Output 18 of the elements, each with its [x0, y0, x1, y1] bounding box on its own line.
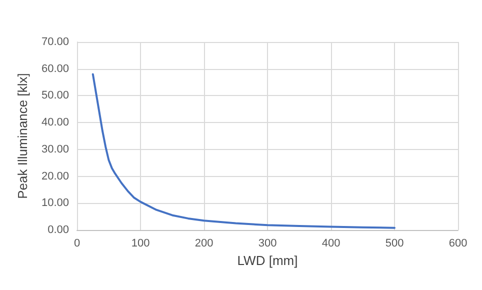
x-tick-label: 0 [74, 238, 80, 250]
y-tick-label: 70.00 [41, 36, 69, 48]
y-tick-label: 50.00 [41, 90, 69, 102]
x-axis-title: LWD [mm] [237, 252, 298, 268]
y-tick-label: 30.00 [41, 143, 69, 156]
x-tick-label: 100 [131, 238, 150, 250]
y-tick-label: 60.00 [41, 62, 69, 75]
x-tick-label: 600 [448, 238, 468, 250]
y-axis-title: Peak Illuminance [klx] [15, 73, 30, 199]
x-tick-label: 400 [322, 238, 340, 250]
y-tick-label: 0.00 [48, 224, 69, 236]
y-tick-label: 40.00 [41, 116, 69, 129]
x-tick-label: 300 [258, 238, 277, 250]
y-tick-label: 20.00 [41, 170, 69, 182]
y-tick-label: 10.00 [41, 197, 69, 210]
line-series [92, 73, 396, 229]
x-tick-label: 200 [194, 238, 214, 250]
x-tick-label: 500 [385, 238, 404, 250]
